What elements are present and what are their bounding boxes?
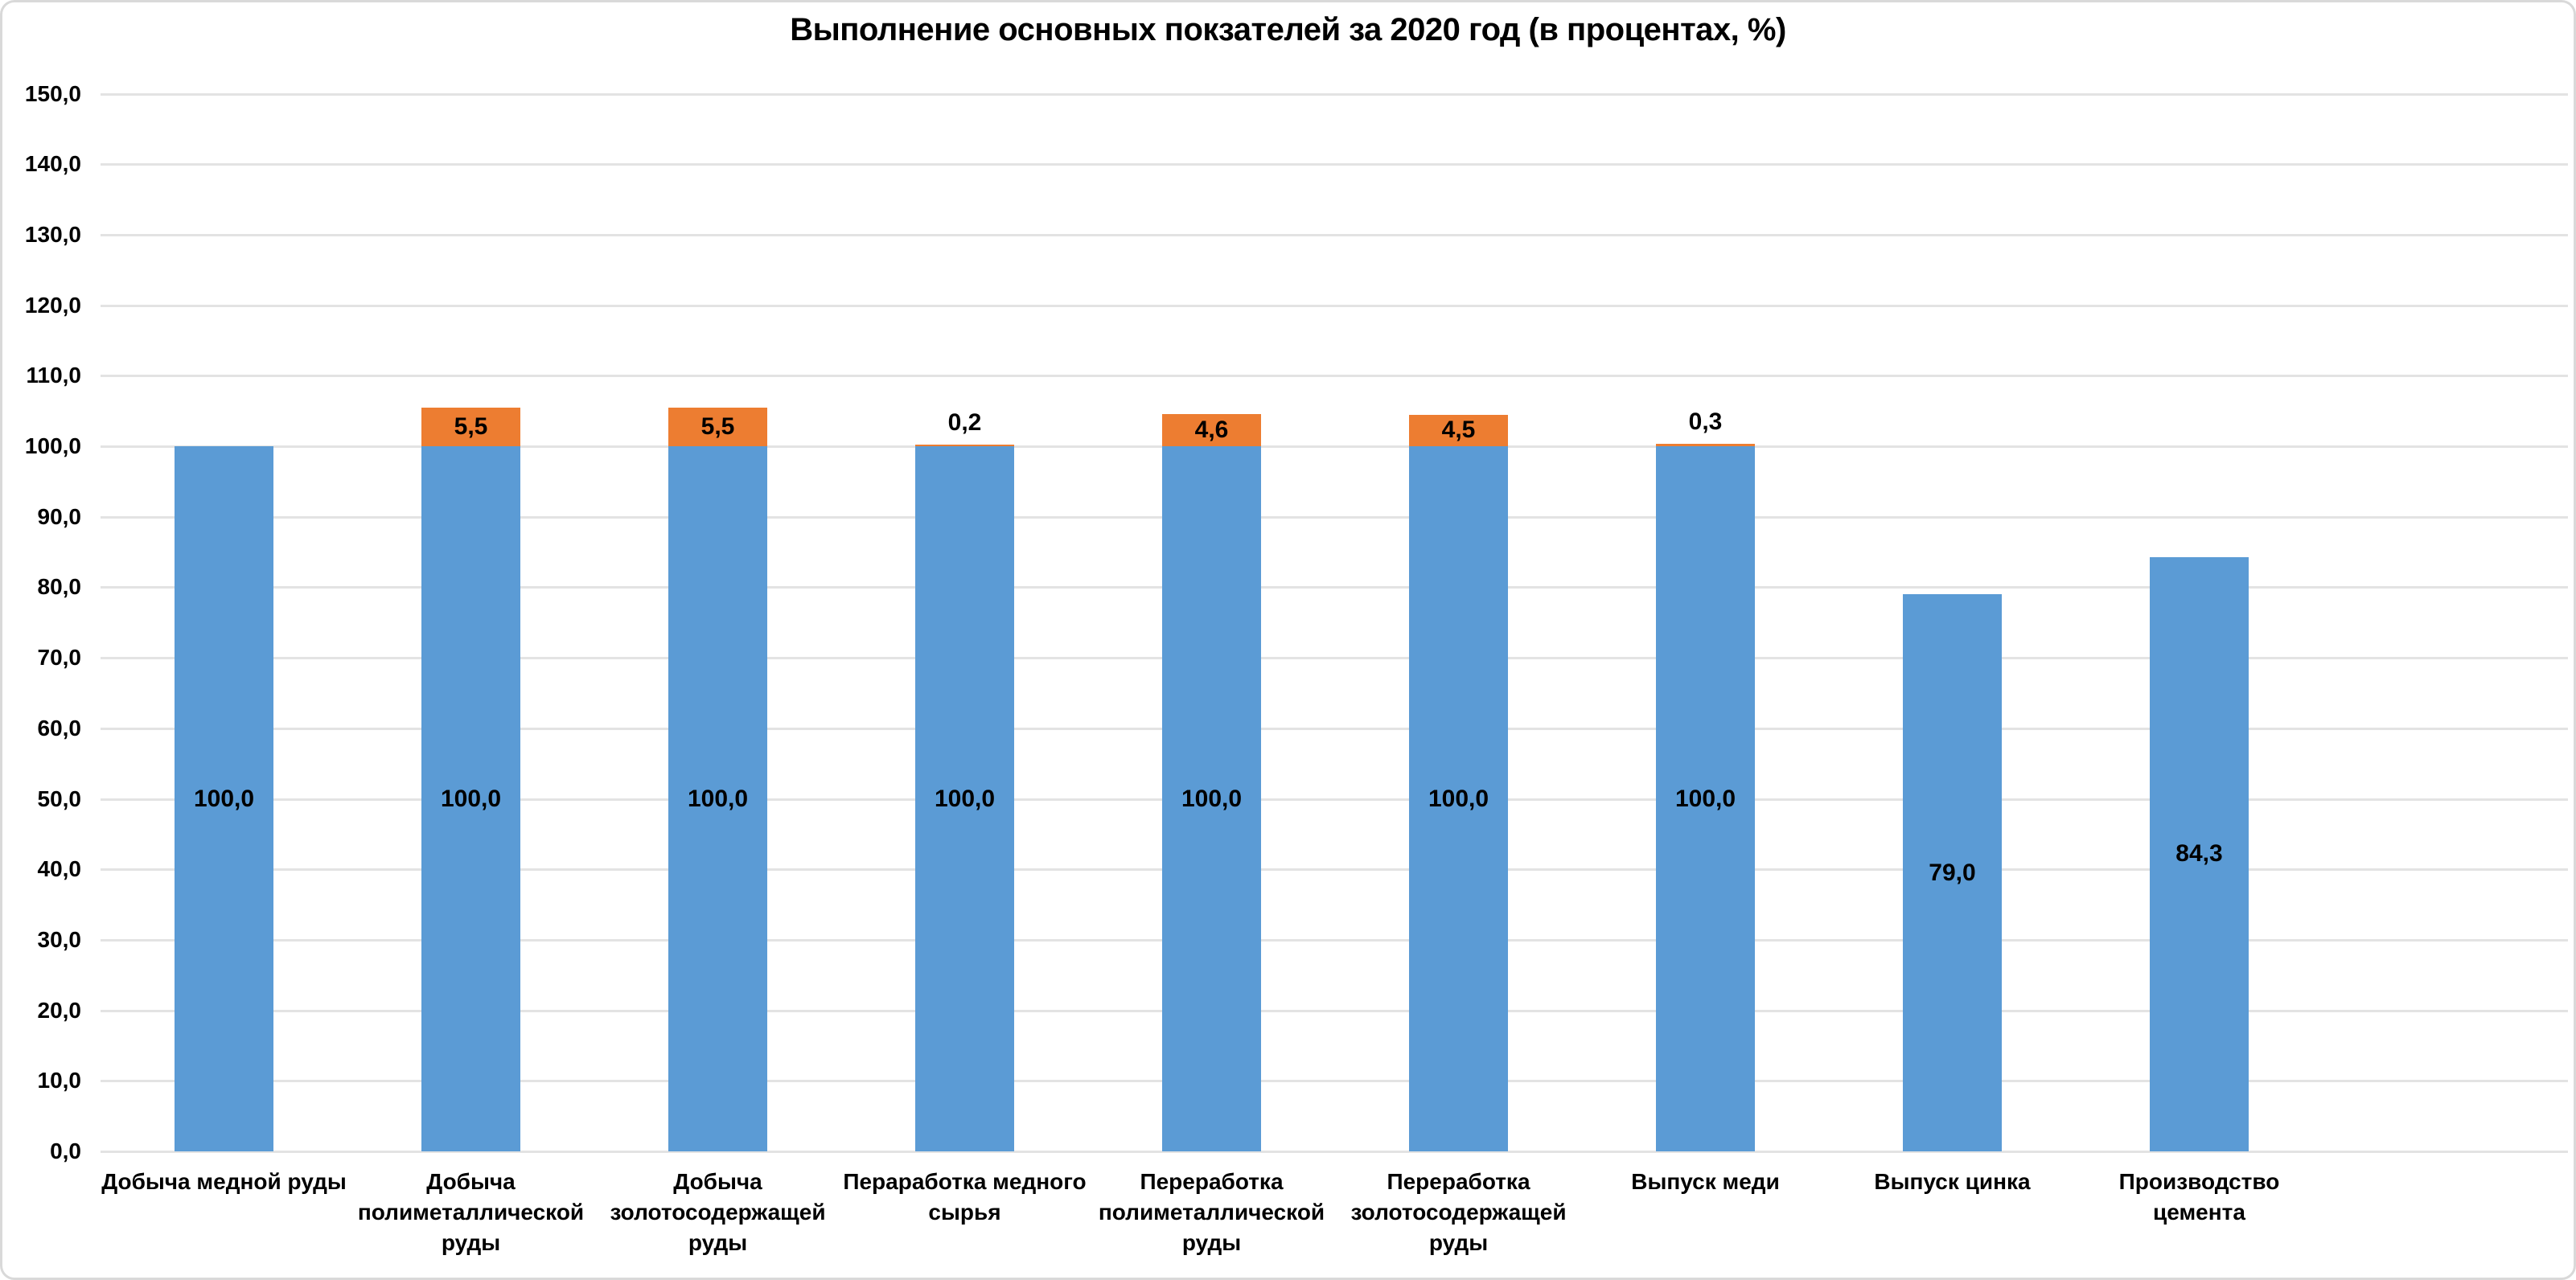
gridline <box>101 515 2568 519</box>
bar-segment-overflow <box>668 407 767 446</box>
data-label-primary: 79,0 <box>1929 859 1976 886</box>
bar-segment-overflow <box>1409 414 1508 446</box>
y-axis-tick-label: 20,0 <box>37 997 82 1023</box>
category-label: Добыча полиметаллической руды <box>357 1169 585 1255</box>
data-label-primary: 100,0 <box>687 785 749 812</box>
bar-segment-overflow <box>915 445 1014 446</box>
data-label-overflow: 0,3 <box>1688 408 1723 436</box>
bar-segment-overflow <box>1656 444 1755 446</box>
data-label-primary: 100,0 <box>1674 785 1736 812</box>
bar-segment-primary <box>1162 446 1261 1151</box>
gridline <box>101 445 2568 448</box>
gridline <box>101 92 2568 96</box>
gridline <box>101 798 2568 801</box>
gridline <box>101 1009 2568 1012</box>
data-label-primary: 100,0 <box>934 785 996 812</box>
y-axis-tick-label: 100,0 <box>24 433 81 458</box>
category-label: Производство цемента <box>2118 1169 2280 1225</box>
category-label: Выпуск цинка <box>1874 1169 2031 1194</box>
data-label-overflow: 4,5 <box>1441 416 1476 444</box>
y-axis-tick-label: 70,0 <box>37 645 82 671</box>
gridline <box>101 586 2568 589</box>
category-label: Выпуск меди <box>1631 1169 1780 1194</box>
gridline <box>101 1080 2568 1083</box>
data-label-overflow: 5,5 <box>454 412 488 440</box>
data-label-overflow: 4,6 <box>1194 416 1229 443</box>
data-label-primary: 84,3 <box>2175 840 2223 868</box>
bar-segment-primary <box>668 446 767 1151</box>
gridline <box>101 938 2568 942</box>
gridline <box>101 727 2568 730</box>
bar-segment-primary <box>1409 446 1508 1151</box>
bar-segment-primary <box>915 446 1014 1151</box>
data-label-primary: 100,0 <box>1428 785 1489 812</box>
bar-segment-primary <box>1903 594 2002 1151</box>
gridline <box>101 1151 2568 1153</box>
chart-title: Выполнение основных покзателей за 2020 г… <box>790 12 1786 47</box>
y-axis-tick-label: 130,0 <box>24 221 81 247</box>
gridline <box>101 163 2568 166</box>
gridline <box>101 868 2568 872</box>
gridline <box>101 657 2568 660</box>
y-axis-tick-label: 90,0 <box>37 503 82 529</box>
y-axis-tick-label: 80,0 <box>37 574 82 600</box>
bar-segment-overflow <box>1162 413 1261 446</box>
bar-segment-overflow <box>421 407 520 446</box>
bar-segment-primary <box>1656 446 1755 1151</box>
y-axis-tick-label: 140,0 <box>24 151 81 177</box>
data-label-primary: 100,0 <box>440 785 502 812</box>
bar-segment-primary <box>421 446 520 1151</box>
y-axis-tick-label: 50,0 <box>37 786 82 811</box>
y-axis-tick-label: 120,0 <box>24 292 81 318</box>
gridline <box>101 375 2568 378</box>
category-label: Добыча медной руды <box>101 1169 347 1194</box>
category-label: Переработка золотосодержащей руды <box>1350 1169 1567 1255</box>
data-label-primary: 100,0 <box>1181 785 1243 812</box>
category-label: Пераработка медного сырья <box>843 1169 1087 1225</box>
data-label-overflow: 5,5 <box>700 412 735 440</box>
y-axis-tick-label: 0,0 <box>50 1138 81 1163</box>
data-label-primary: 100,0 <box>193 785 255 812</box>
bar-segment-primary <box>175 446 273 1151</box>
y-axis-tick-label: 40,0 <box>37 856 82 882</box>
category-label: Добыча золотосодержащей руды <box>610 1169 826 1255</box>
y-axis-tick-label: 60,0 <box>37 715 82 741</box>
y-axis-tick-label: 110,0 <box>26 363 81 388</box>
bar-segment-primary <box>2150 556 2249 1151</box>
category-label: Переработка полиметаллической руды <box>1098 1169 1325 1255</box>
y-axis-tick-label: 10,0 <box>37 1068 82 1093</box>
gridline <box>101 304 2568 307</box>
data-label-overflow: 0,2 <box>947 409 982 437</box>
gridline <box>101 233 2568 236</box>
y-axis-tick-label: 150,0 <box>24 80 81 106</box>
y-axis-tick-label: 30,0 <box>37 926 82 952</box>
